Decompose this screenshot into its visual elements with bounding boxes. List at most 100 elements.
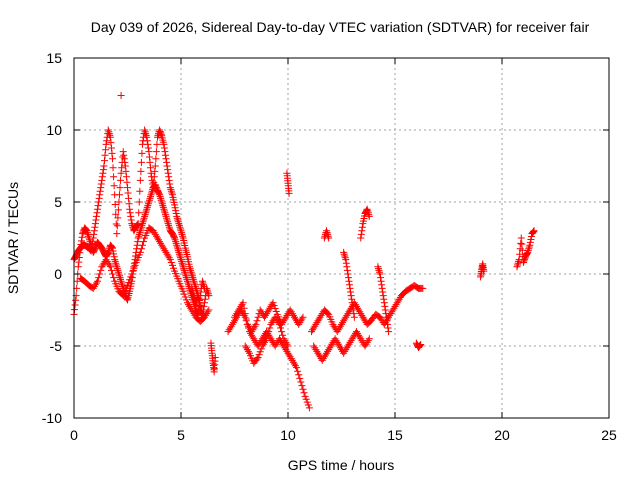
data-point [290, 360, 298, 368]
data-point [112, 220, 120, 228]
data-point [176, 223, 184, 231]
data-points [70, 91, 538, 412]
data-point [137, 245, 145, 253]
data-point [131, 261, 139, 269]
data-point [363, 205, 371, 213]
data-point [312, 346, 320, 354]
data-point [235, 306, 243, 314]
data-point [147, 164, 155, 172]
data-point [172, 207, 180, 215]
data-point [170, 264, 178, 272]
data-point [194, 293, 202, 301]
data-point [311, 344, 319, 352]
data-point [324, 232, 332, 240]
data-point [174, 247, 182, 255]
data-point [165, 176, 173, 184]
data-point [211, 354, 219, 362]
data-point [144, 144, 152, 152]
data-point [152, 232, 160, 240]
x-tick-label: 20 [494, 427, 510, 443]
data-point [324, 309, 332, 317]
data-point [288, 356, 296, 364]
data-point [336, 322, 344, 330]
data-point [272, 340, 280, 348]
plot-frame [73, 57, 610, 419]
data-point [198, 313, 206, 321]
data-point [346, 284, 354, 292]
data-point [389, 306, 397, 314]
data-point [293, 364, 301, 372]
data-point [308, 328, 316, 336]
data-point [145, 153, 153, 161]
data-point [184, 279, 192, 287]
data-point [272, 307, 280, 315]
data-point [199, 306, 207, 314]
data-point [188, 284, 196, 292]
data-point [151, 162, 159, 170]
data-point [71, 306, 79, 314]
data-point [286, 306, 294, 314]
data-point [159, 202, 167, 210]
data-point [357, 230, 365, 238]
data-point [102, 146, 110, 154]
data-point [117, 91, 125, 99]
data-point [122, 167, 130, 175]
data-point [268, 319, 276, 327]
data-point [365, 212, 373, 220]
data-point [140, 214, 148, 222]
data-point [105, 128, 113, 136]
data-point [354, 329, 362, 337]
data-point [262, 337, 270, 345]
data-point [195, 295, 203, 303]
data-point [375, 268, 383, 276]
data-point [379, 288, 387, 296]
data-point [324, 230, 332, 238]
data-point [159, 243, 167, 251]
data-point [98, 176, 106, 184]
data-point [148, 187, 156, 195]
data-point [188, 306, 196, 314]
data-point [342, 259, 350, 267]
data-point [324, 347, 332, 355]
data-point [374, 265, 382, 273]
data-point [284, 349, 292, 357]
data-point [172, 239, 180, 247]
data-point [243, 320, 251, 328]
data-point [182, 272, 190, 280]
data-point [375, 266, 383, 274]
data-point [232, 311, 240, 319]
data-point [346, 281, 354, 289]
data-point [354, 304, 362, 312]
data-point [313, 347, 321, 355]
data-point [194, 292, 202, 300]
data-point [295, 320, 303, 328]
data-point [142, 131, 150, 139]
data-point [240, 304, 248, 312]
data-point [299, 385, 307, 393]
data-point [178, 257, 186, 265]
data-point [115, 272, 123, 280]
data-point [157, 194, 165, 202]
data-point [91, 220, 99, 228]
data-point [343, 311, 351, 319]
data-point [75, 258, 83, 266]
data-point [113, 230, 121, 238]
data-point [87, 247, 95, 255]
data-point [163, 250, 171, 258]
data-point [167, 187, 175, 195]
data-point [252, 320, 260, 328]
data-point [283, 347, 291, 355]
data-point [342, 256, 350, 264]
x-tick-label: 25 [601, 427, 617, 443]
data-point [134, 220, 142, 228]
data-point [104, 249, 112, 257]
data-point [151, 230, 159, 238]
data-point [260, 313, 268, 321]
data-point [177, 227, 185, 235]
data-point [111, 201, 119, 209]
data-point [331, 335, 339, 343]
data-point [147, 193, 155, 201]
data-point [257, 345, 265, 353]
data-point [280, 317, 288, 325]
